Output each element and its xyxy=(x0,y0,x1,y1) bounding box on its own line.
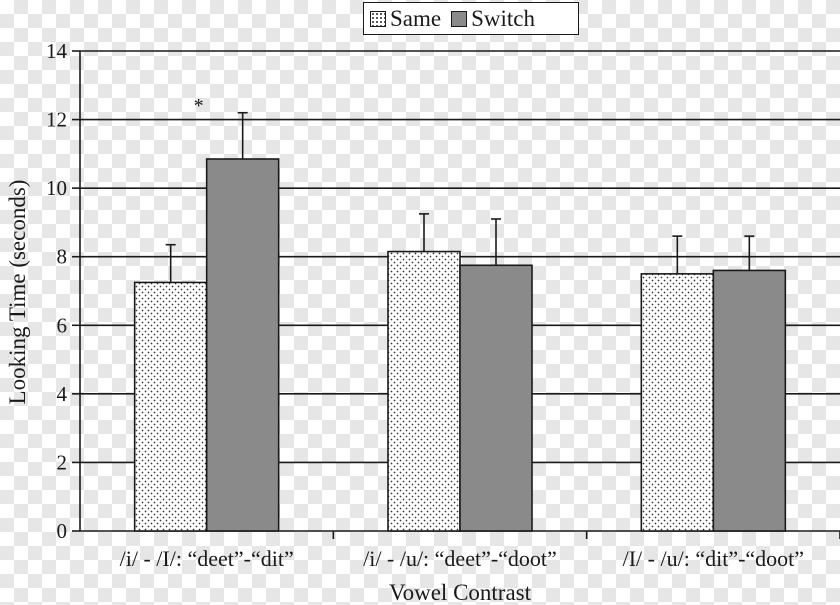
legend-item-switch: Switch xyxy=(451,6,535,32)
y-axis-title: Looking Time (seconds) xyxy=(5,180,30,405)
y-tick-label: 8 xyxy=(57,245,68,269)
legend-swatch-same xyxy=(370,10,386,27)
significance-marker: * xyxy=(194,95,204,117)
y-tick-label: 14 xyxy=(46,39,68,63)
legend-label-switch: Switch xyxy=(471,5,535,31)
y-tick-label: 2 xyxy=(57,450,68,474)
bar-same xyxy=(640,273,715,532)
bar-switch xyxy=(712,269,787,532)
y-tick-label: 6 xyxy=(57,313,68,337)
bar-same xyxy=(133,281,208,532)
y-tick-label: 0 xyxy=(57,519,68,543)
bar-switch xyxy=(205,158,280,532)
bar-switch xyxy=(459,264,533,532)
legend-swatch-switch xyxy=(451,10,468,27)
chart-legend: Same Switch xyxy=(363,2,579,35)
y-tick-label: 4 xyxy=(57,382,68,406)
y-tick-label: 10 xyxy=(46,176,67,200)
x-axis-title: Vowel Contrast xyxy=(389,580,532,605)
x-category-label: /i/ - /u/: “deet”-“doot” xyxy=(363,546,557,571)
legend-label-same: Same xyxy=(390,5,442,31)
bars: * xyxy=(133,95,787,532)
axes: 0 2 4 6 8 10 12 14/i/ - /I/: “deet”-“dit” /i/ - … xyxy=(46,39,840,571)
bar-same xyxy=(387,250,461,532)
y-tick-label: 12 xyxy=(46,108,67,132)
x-category-label: /i/ - /I/: “deet”-“dit” xyxy=(120,546,294,571)
x-category-label: /I/ - /u/: “dit”-“doot” xyxy=(623,546,804,571)
legend-item-same: Same xyxy=(370,6,441,32)
